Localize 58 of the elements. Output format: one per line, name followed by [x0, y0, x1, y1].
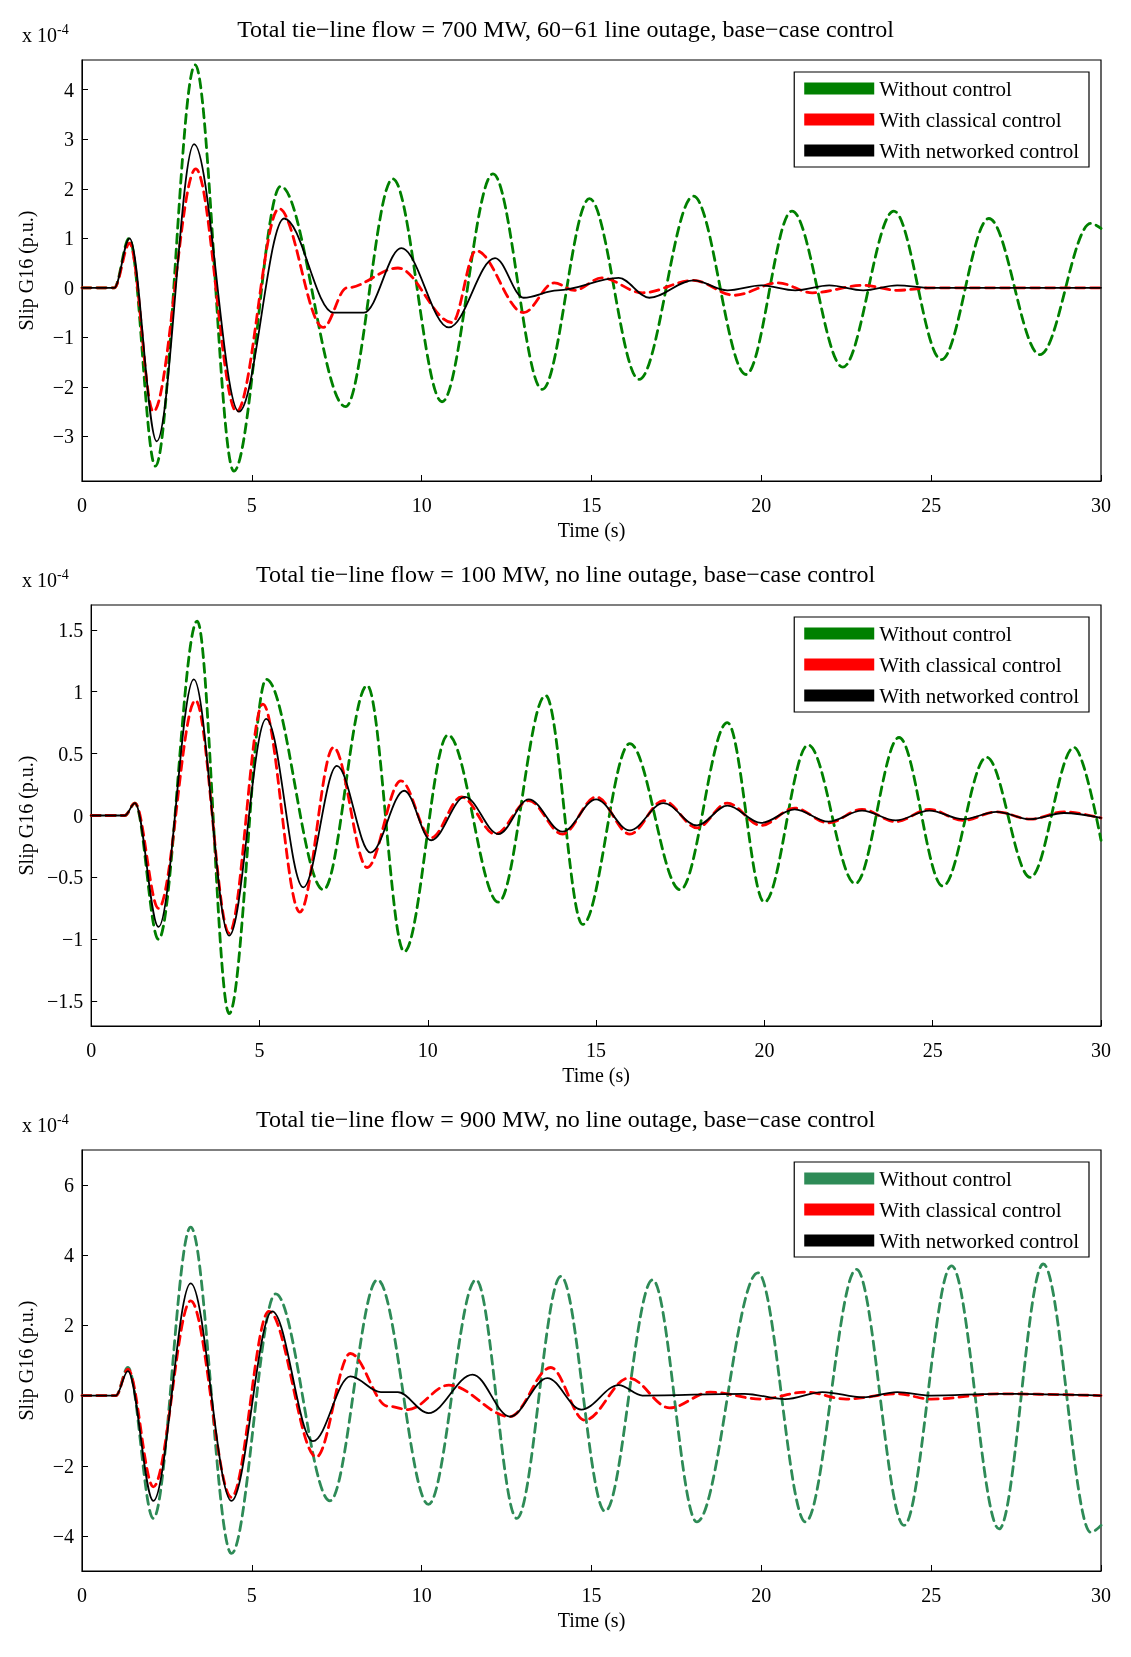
y-axis-title: Slip G16 (p.u.): [15, 755, 38, 876]
y-tick-label: −0.5: [46, 866, 84, 889]
legend-label: With classical control: [879, 652, 1062, 677]
x-tick-label: 10: [411, 494, 432, 516]
x-tick-label: 20: [751, 494, 772, 516]
legend-label: Without control: [879, 621, 1013, 646]
x-tick-label: 20: [754, 1039, 775, 1061]
x-tick-label: 25: [921, 494, 942, 516]
y-axis-title: Slip G16 (p.u.): [15, 210, 38, 331]
x-tick-label: 10: [411, 1584, 432, 1606]
y-tick-label: −1: [52, 326, 74, 349]
chart-title: Total tie−line flow = 700 MW, 60−61 line outage, base−case control: [237, 16, 895, 42]
y-tick-label: −3: [52, 425, 74, 448]
legend-label: With networked control: [879, 683, 1080, 708]
legend-label: Without control: [879, 76, 1013, 101]
y-tick-label: 0: [73, 804, 84, 827]
x-tick-label: 15: [581, 1584, 602, 1606]
y-tick-label: −2: [52, 375, 74, 398]
x-tick-label: 10: [417, 1039, 438, 1061]
y-tick-label: −1.5: [46, 990, 84, 1013]
x-tick-label: 25: [921, 1584, 942, 1606]
x-axis-title: Time (s): [557, 518, 626, 542]
x-tick-label: 15: [581, 494, 602, 516]
y-tick-label: 1: [64, 227, 74, 250]
x-tick-label: 20: [751, 1584, 772, 1606]
legend-label: With classical control: [879, 1197, 1062, 1222]
legend-label: Without control: [879, 1166, 1013, 1191]
x-tick-label: 30: [1091, 1584, 1111, 1606]
y-tick-label: 0.5: [58, 742, 84, 765]
chart-title: Total tie−line flow = 100 MW, no line outage, base−case control: [255, 561, 876, 587]
legend-label: With networked control: [879, 1228, 1080, 1253]
y-tick-label: 3: [64, 128, 74, 151]
y-tick-label: −1: [61, 928, 84, 951]
x-tick-label: 5: [254, 1039, 265, 1061]
x-axis-title: Time (s): [557, 1608, 626, 1632]
x-tick-label: 5: [246, 494, 257, 516]
legend-label: With networked control: [879, 138, 1080, 163]
y-tick-label: 2: [64, 1314, 74, 1337]
y-tick-label: 1.5: [58, 618, 84, 641]
y-tick-label: −4: [52, 1524, 74, 1547]
y-tick-label: 0: [64, 276, 74, 299]
chart-title: Total tie−line flow = 900 MW, no line outage, base−case control: [255, 1106, 876, 1132]
line-series: [80, 167, 1103, 414]
x-tick-label: 5: [246, 1584, 257, 1606]
y-tick-label: 4: [64, 1244, 74, 1267]
y-axis-title: Slip G16 (p.u.): [15, 1300, 38, 1421]
y-tick-label: 0: [64, 1384, 74, 1407]
x-tick-label: 30: [1091, 494, 1111, 516]
x-tick-label: 25: [922, 1039, 943, 1061]
y-tick-label: 1: [73, 680, 84, 703]
legend-label: With classical control: [879, 107, 1062, 132]
y-tick-label: 6: [64, 1174, 74, 1197]
y-tick-label: 2: [64, 177, 74, 200]
x-axis-title: Time (s): [562, 1063, 630, 1087]
x-tick-label: 30: [1091, 1039, 1111, 1061]
y-tick-label: 4: [64, 78, 74, 101]
y-tick-label: −2: [52, 1454, 74, 1477]
x-tick-label: 15: [586, 1039, 607, 1061]
